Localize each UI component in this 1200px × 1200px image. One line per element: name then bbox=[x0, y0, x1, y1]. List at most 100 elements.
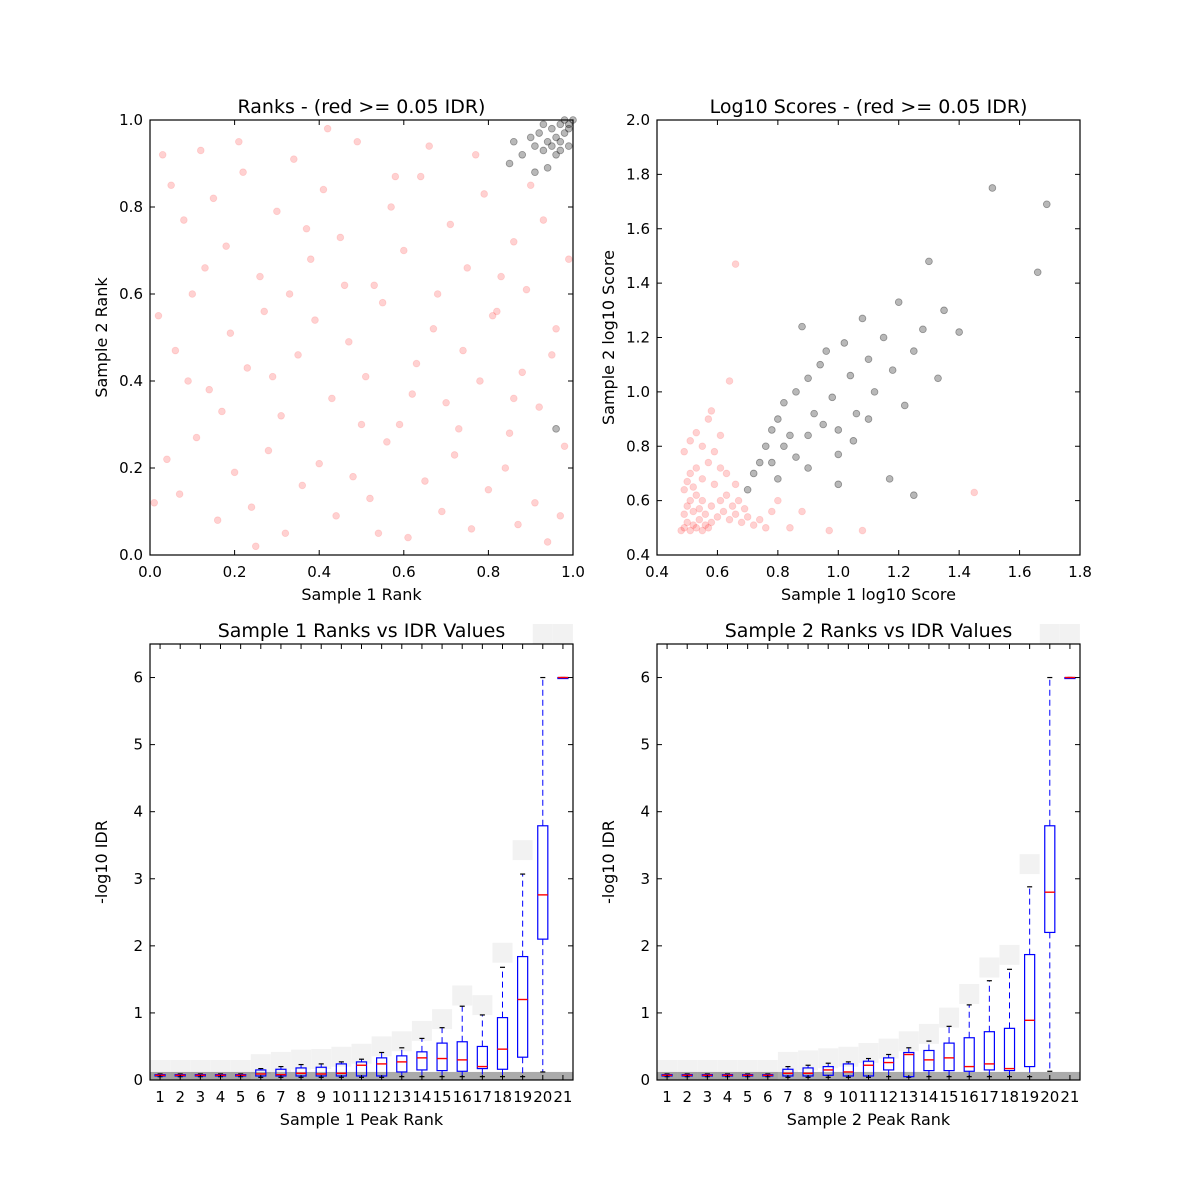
x-tick-label: 16 bbox=[453, 1088, 472, 1106]
data-point bbox=[689, 483, 698, 491]
data-point bbox=[471, 151, 480, 159]
data-point bbox=[722, 469, 731, 478]
y-tick-label: 1.0 bbox=[119, 111, 143, 129]
data-point bbox=[387, 203, 395, 211]
box-body bbox=[1024, 953, 1036, 1068]
data-point bbox=[438, 507, 446, 516]
y-tick-label: 0.0 bbox=[119, 546, 143, 564]
data-point bbox=[774, 496, 782, 505]
data-point bbox=[768, 507, 776, 516]
data-point bbox=[740, 504, 749, 513]
x-tick-label: 8 bbox=[803, 1088, 813, 1106]
data-point bbox=[858, 314, 867, 323]
y-axis-label: -log10 IDR bbox=[92, 820, 111, 904]
data-point bbox=[564, 124, 573, 133]
data-point bbox=[531, 142, 539, 150]
data-point bbox=[940, 306, 948, 315]
data-point bbox=[692, 464, 701, 472]
data-point bbox=[710, 480, 719, 489]
x-tick-label: 7 bbox=[783, 1088, 793, 1106]
data-point bbox=[870, 388, 879, 396]
data-point bbox=[501, 464, 510, 472]
data-point bbox=[230, 468, 239, 477]
data-point bbox=[686, 469, 695, 478]
data-point bbox=[476, 377, 484, 385]
data-point bbox=[825, 526, 834, 535]
x-tick-label: 3 bbox=[196, 1088, 206, 1106]
data-point bbox=[184, 377, 192, 385]
data-point bbox=[731, 480, 740, 489]
data-point bbox=[535, 129, 543, 137]
data-point bbox=[804, 374, 812, 383]
x-tick-label: 4 bbox=[723, 1088, 733, 1106]
data-point bbox=[731, 260, 740, 268]
x-tick-label: 1.2 bbox=[887, 563, 911, 581]
x-tick-label: 5 bbox=[743, 1088, 753, 1106]
y-tick-label: 2 bbox=[640, 937, 650, 955]
data-point bbox=[548, 124, 556, 133]
data-point bbox=[366, 494, 374, 503]
data-point bbox=[374, 529, 383, 538]
data-point bbox=[680, 447, 688, 456]
y-tick-label: 3 bbox=[640, 870, 650, 888]
data-point bbox=[531, 498, 539, 507]
chart-title: Sample 2 Ranks vs IDR Values bbox=[725, 620, 1013, 642]
y-tick-label: 2 bbox=[133, 937, 143, 955]
data-point bbox=[311, 316, 319, 324]
data-point bbox=[256, 272, 264, 281]
data-point bbox=[277, 411, 285, 420]
data-point bbox=[268, 372, 277, 381]
data-point bbox=[564, 142, 573, 150]
data-point bbox=[888, 366, 897, 374]
data-point bbox=[692, 524, 701, 532]
x-tick-label: 19 bbox=[513, 1088, 532, 1106]
x-tick-label: 0.8 bbox=[766, 563, 790, 581]
data-point bbox=[786, 431, 794, 440]
data-point bbox=[840, 339, 849, 347]
data-point bbox=[728, 502, 737, 510]
data-point bbox=[323, 124, 332, 133]
y-tick-label: 1 bbox=[640, 1004, 650, 1022]
x-axis-label: Sample 1 Rank bbox=[301, 585, 422, 604]
data-point bbox=[707, 518, 716, 527]
x-tick-label: 9 bbox=[823, 1088, 833, 1106]
x-tick-label: 14 bbox=[919, 1088, 938, 1106]
plot-frame bbox=[656, 119, 1081, 556]
box-body bbox=[1003, 1027, 1016, 1072]
data-point bbox=[556, 120, 565, 129]
box-body bbox=[517, 955, 529, 1058]
x-tick-label: 12 bbox=[879, 1088, 898, 1106]
data-point bbox=[792, 453, 800, 461]
x-tick-label: 2 bbox=[682, 1088, 692, 1106]
data-point bbox=[919, 325, 927, 334]
x-tick-label: 18 bbox=[1000, 1088, 1019, 1106]
data-point bbox=[505, 429, 514, 438]
data-point bbox=[755, 515, 764, 524]
data-point bbox=[925, 257, 933, 266]
box-body bbox=[476, 1045, 488, 1070]
box-body bbox=[396, 1055, 408, 1073]
data-point bbox=[340, 281, 349, 290]
y-tick-label: 4 bbox=[640, 803, 650, 821]
box-body bbox=[883, 1057, 895, 1071]
data-point bbox=[336, 233, 345, 242]
data-point bbox=[725, 377, 734, 385]
data-point bbox=[543, 137, 552, 146]
x-tick-label: 1 bbox=[155, 1088, 165, 1106]
data-point bbox=[425, 142, 433, 150]
x-tick-label: 0.4 bbox=[307, 563, 331, 581]
data-point bbox=[698, 496, 707, 505]
data-point bbox=[505, 159, 514, 168]
data-point bbox=[399, 246, 408, 255]
data-point bbox=[302, 224, 311, 233]
data-point bbox=[719, 507, 728, 516]
data-point bbox=[722, 491, 731, 499]
data-point bbox=[484, 485, 493, 494]
data-point bbox=[834, 480, 843, 489]
data-point bbox=[864, 415, 873, 423]
y-axis-label: -log10 IDR bbox=[599, 820, 618, 904]
data-point bbox=[1033, 268, 1042, 277]
data-point bbox=[535, 403, 543, 411]
data-point bbox=[816, 360, 824, 369]
chart-1: Ranks - (red >= 0.05 IDR) Sample 1 Rank Sa… bbox=[92, 96, 585, 604]
